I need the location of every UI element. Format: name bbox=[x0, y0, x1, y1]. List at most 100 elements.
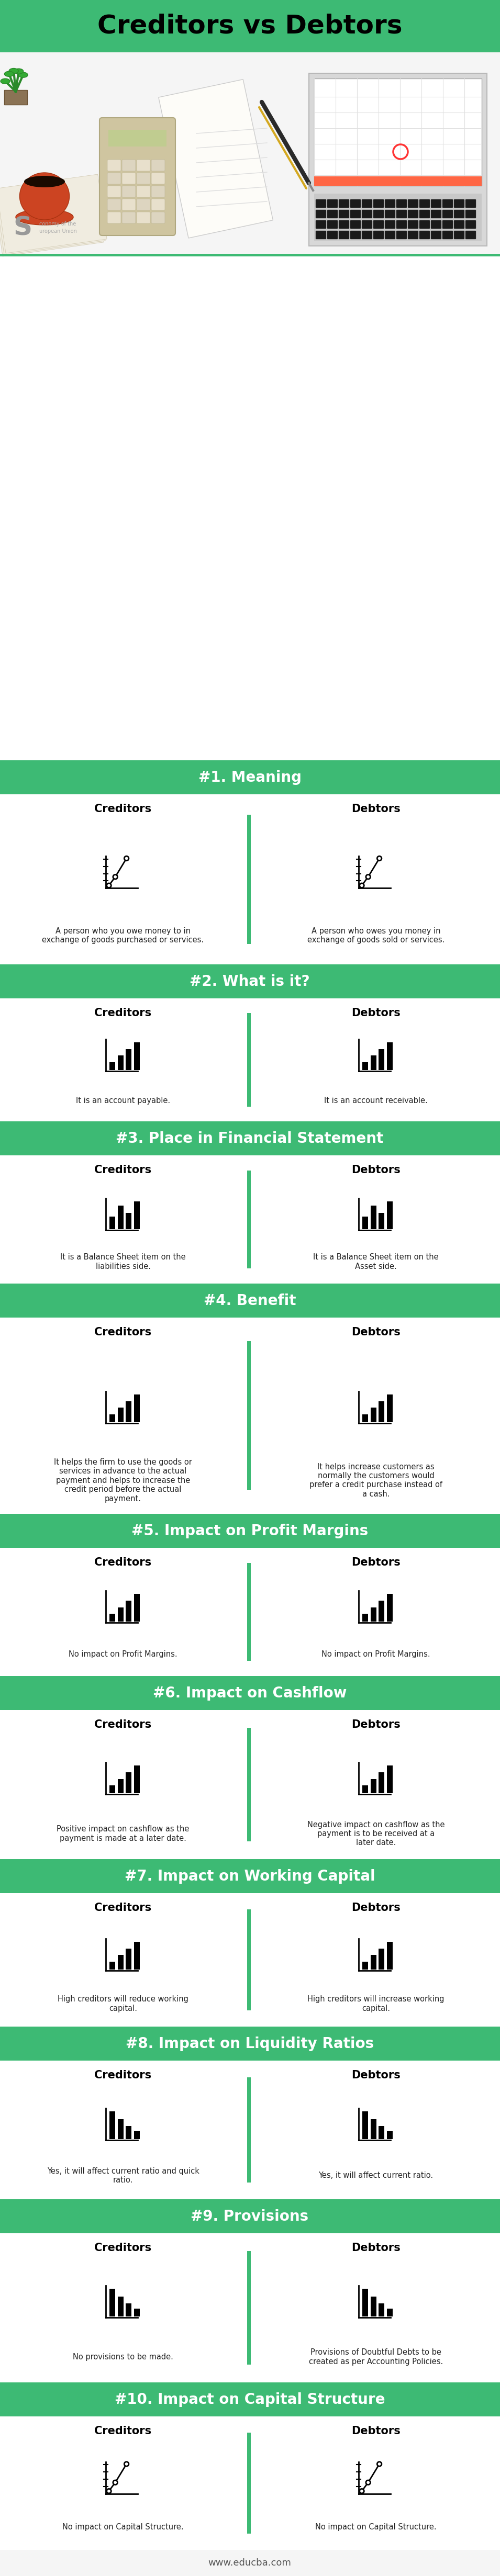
Text: High creditors will increase working
capital.: High creditors will increase working cap… bbox=[308, 1996, 445, 2012]
Text: Creditors vs Debtors: Creditors vs Debtors bbox=[98, 13, 402, 39]
FancyBboxPatch shape bbox=[420, 222, 430, 229]
Text: Debtors: Debtors bbox=[352, 2427, 401, 2437]
Bar bbox=[0, 1121, 500, 1157]
Text: www.educba.com: www.educba.com bbox=[208, 2558, 292, 2568]
Bar bbox=[0, 1283, 500, 1316]
FancyBboxPatch shape bbox=[431, 198, 442, 209]
Text: A person who owes you money in
exchange of goods sold or services.: A person who owes you money in exchange … bbox=[307, 927, 444, 943]
FancyBboxPatch shape bbox=[316, 209, 326, 219]
Text: Yes, it will affect current ratio.: Yes, it will affect current ratio. bbox=[318, 2172, 434, 2179]
Ellipse shape bbox=[20, 173, 70, 219]
FancyBboxPatch shape bbox=[152, 160, 165, 170]
Bar bbox=[110, 1785, 116, 1793]
FancyBboxPatch shape bbox=[431, 232, 442, 240]
Bar bbox=[379, 2125, 385, 2138]
Text: It is a Balance Sheet item on the
liabilities side.: It is a Balance Sheet item on the liabil… bbox=[60, 1255, 186, 1270]
FancyBboxPatch shape bbox=[442, 209, 453, 219]
Bar bbox=[0, 2027, 500, 2061]
Bar bbox=[134, 2308, 140, 2316]
FancyBboxPatch shape bbox=[466, 198, 476, 209]
Text: #2. What is it?: #2. What is it? bbox=[190, 974, 310, 989]
Bar bbox=[247, 1170, 251, 1267]
Bar bbox=[379, 1772, 385, 1793]
Bar bbox=[0, 963, 500, 999]
Bar bbox=[309, 72, 487, 245]
Bar bbox=[362, 1785, 368, 1793]
FancyBboxPatch shape bbox=[316, 222, 326, 229]
Text: Creditors: Creditors bbox=[94, 1558, 152, 1569]
FancyBboxPatch shape bbox=[108, 198, 121, 211]
FancyBboxPatch shape bbox=[385, 198, 396, 209]
Text: Debtors: Debtors bbox=[352, 1327, 401, 1337]
FancyBboxPatch shape bbox=[454, 209, 464, 219]
Bar bbox=[386, 1765, 393, 1793]
Bar bbox=[126, 1947, 132, 1971]
FancyBboxPatch shape bbox=[152, 185, 165, 198]
Bar bbox=[0, 255, 500, 258]
Ellipse shape bbox=[24, 175, 65, 188]
Text: Debtors: Debtors bbox=[352, 2071, 401, 2081]
Bar bbox=[110, 1414, 116, 1422]
Text: Creditors: Creditors bbox=[94, 2427, 152, 2437]
FancyBboxPatch shape bbox=[339, 222, 349, 229]
FancyBboxPatch shape bbox=[362, 232, 372, 240]
FancyBboxPatch shape bbox=[152, 198, 165, 211]
Bar bbox=[247, 2251, 251, 2365]
Bar bbox=[126, 1048, 132, 1069]
FancyBboxPatch shape bbox=[122, 185, 136, 198]
FancyBboxPatch shape bbox=[374, 232, 384, 240]
Bar bbox=[386, 2130, 393, 2138]
FancyBboxPatch shape bbox=[466, 232, 476, 240]
Bar bbox=[370, 1607, 376, 1623]
FancyBboxPatch shape bbox=[454, 198, 464, 209]
Text: Positive impact on cashflow as the
payment is made at a later date.: Positive impact on cashflow as the payme… bbox=[56, 1826, 190, 1842]
Text: Debtors: Debtors bbox=[352, 1558, 401, 1569]
Bar bbox=[370, 2298, 376, 2316]
Bar bbox=[314, 77, 482, 185]
Bar bbox=[362, 1061, 368, 1069]
Bar bbox=[0, 175, 106, 255]
Text: Creditors: Creditors bbox=[94, 1904, 152, 1914]
FancyBboxPatch shape bbox=[408, 222, 418, 229]
Bar bbox=[126, 2303, 132, 2316]
Text: Creditors: Creditors bbox=[94, 2244, 152, 2254]
Bar bbox=[134, 1942, 140, 1971]
Bar bbox=[379, 2303, 385, 2316]
FancyBboxPatch shape bbox=[316, 232, 326, 240]
Bar bbox=[362, 2290, 368, 2316]
FancyBboxPatch shape bbox=[466, 209, 476, 219]
Bar bbox=[117, 2298, 124, 2316]
Bar bbox=[0, 2200, 500, 2383]
Circle shape bbox=[360, 884, 364, 889]
FancyBboxPatch shape bbox=[137, 198, 150, 211]
Text: Debtors: Debtors bbox=[352, 1904, 401, 1914]
FancyBboxPatch shape bbox=[327, 222, 338, 229]
Bar bbox=[362, 1414, 368, 1422]
Bar bbox=[0, 2027, 500, 2200]
Bar bbox=[0, 1860, 500, 1893]
FancyBboxPatch shape bbox=[466, 222, 476, 229]
Bar bbox=[0, 1515, 500, 1677]
Circle shape bbox=[366, 876, 370, 878]
Text: No impact on Profit Margins.: No impact on Profit Margins. bbox=[68, 1651, 178, 1659]
FancyBboxPatch shape bbox=[137, 211, 150, 224]
Bar bbox=[386, 2308, 393, 2316]
FancyBboxPatch shape bbox=[420, 198, 430, 209]
Circle shape bbox=[366, 2481, 370, 2486]
FancyBboxPatch shape bbox=[362, 198, 372, 209]
Text: No impact on Capital Structure.: No impact on Capital Structure. bbox=[62, 2524, 184, 2532]
Text: Debtors: Debtors bbox=[352, 1164, 401, 1175]
FancyBboxPatch shape bbox=[408, 232, 418, 240]
Bar bbox=[386, 1942, 393, 1971]
FancyBboxPatch shape bbox=[316, 198, 326, 209]
Text: Debtors: Debtors bbox=[352, 1007, 401, 1018]
Bar bbox=[386, 1394, 393, 1422]
FancyBboxPatch shape bbox=[454, 232, 464, 240]
Text: It helps the firm to use the goods or
services in advance to the actual
payment : It helps the firm to use the goods or se… bbox=[54, 1458, 192, 1502]
Bar bbox=[0, 2200, 500, 2233]
FancyBboxPatch shape bbox=[137, 160, 150, 170]
Text: It is a Balance Sheet item on the
Asset side.: It is a Balance Sheet item on the Asset … bbox=[313, 1255, 439, 1270]
FancyBboxPatch shape bbox=[327, 209, 338, 219]
Text: No impact on Capital Structure.: No impact on Capital Structure. bbox=[316, 2524, 436, 2532]
Bar bbox=[158, 80, 273, 237]
